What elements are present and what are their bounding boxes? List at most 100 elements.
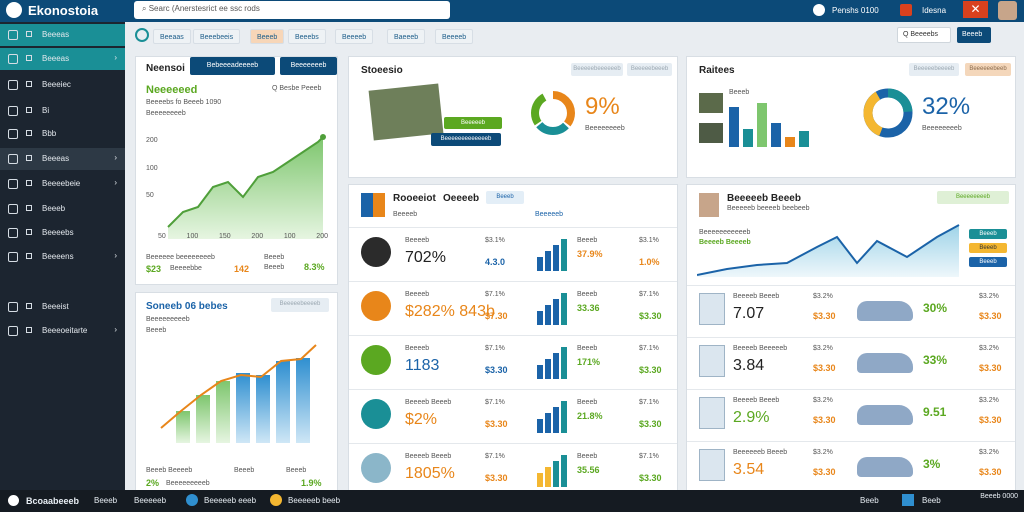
sidebar-item-6[interactable]: Beeeas › bbox=[0, 148, 125, 170]
car-image bbox=[857, 353, 913, 373]
note-1: Beeeebs fo Beeeb 1090 bbox=[146, 99, 222, 106]
search-icon: ⌕ bbox=[142, 4, 149, 13]
row-value: 3.54 bbox=[733, 461, 765, 478]
card6-button[interactable]: Beeeeeeeeb bbox=[937, 191, 1009, 204]
row-name: Beeeeb Beeeb bbox=[405, 399, 452, 406]
sidebar-item-5[interactable]: Bbb bbox=[0, 123, 125, 145]
tab-1[interactable]: Beeaas bbox=[153, 29, 191, 44]
taskbar-item-5[interactable]: Beeeeeb beeb bbox=[288, 496, 341, 505]
status-icon[interactable] bbox=[813, 4, 825, 18]
sidebar-item-3[interactable]: Beeeiec bbox=[0, 74, 125, 96]
filter-button[interactable]: Beeeb bbox=[957, 27, 991, 43]
browser-icon[interactable] bbox=[186, 494, 198, 506]
filter-search[interactable]: Q Beeeebs bbox=[897, 27, 951, 43]
search-input[interactable]: ⌕ Searc (Anerstesrict ee ssc rods bbox=[134, 1, 450, 19]
ratio-label: Beeeeeeeeb bbox=[922, 125, 962, 132]
document-image bbox=[368, 83, 444, 141]
card2-button[interactable]: Beeeeebeeeeb bbox=[271, 298, 329, 312]
home-icon[interactable] bbox=[135, 28, 149, 42]
taskbar-item-2[interactable]: Beeeb bbox=[94, 496, 118, 505]
row-right-value: $3.30 bbox=[639, 473, 662, 483]
app-icon[interactable] bbox=[900, 4, 912, 16]
card3-button-2[interactable]: Beeeeebeeeb bbox=[627, 63, 672, 76]
row-amount: $3.30 bbox=[485, 419, 508, 429]
row-icon bbox=[699, 397, 725, 429]
row-divider bbox=[349, 443, 677, 444]
sales-line-chart bbox=[167, 134, 326, 239]
windows-icon[interactable] bbox=[902, 494, 914, 506]
row-name: Beeeeb bbox=[405, 291, 430, 298]
row-small-right: $3.2% bbox=[979, 397, 999, 404]
growth-bar-chart bbox=[160, 344, 317, 443]
sidebar-item-2[interactable]: Beeeas › bbox=[0, 48, 125, 70]
top-status-text: Penshs 0100 bbox=[832, 6, 879, 15]
value-2: 142 bbox=[234, 264, 250, 274]
app-icon-2[interactable] bbox=[270, 494, 282, 506]
car-image bbox=[857, 405, 913, 425]
row-small: $3.2% bbox=[813, 397, 833, 404]
footer-label-1: Beeeb Beeeeb bbox=[146, 467, 193, 474]
row-small-right: $7.1% bbox=[639, 399, 659, 406]
stat-percent: 9% bbox=[585, 93, 620, 120]
sidebar-item-7[interactable]: Beeeebeie › bbox=[0, 173, 125, 195]
note-2: Beeeb bbox=[146, 327, 167, 334]
row-name: Beeeeb Beeeeeb bbox=[733, 345, 788, 352]
taskbar-item-3[interactable]: Beeeeeb bbox=[134, 496, 167, 505]
sidebar-item-12[interactable]: Beeeoeitarte › bbox=[0, 320, 125, 342]
sidebar-item-8[interactable]: Beeeb bbox=[0, 198, 125, 220]
thumbnail-1 bbox=[699, 93, 723, 113]
row-name: Beeeeb bbox=[405, 345, 430, 352]
tab-4[interactable]: Beeebs bbox=[288, 29, 326, 44]
tab-3[interactable]: Beeeb bbox=[250, 29, 285, 44]
row-bar-chart bbox=[537, 293, 567, 325]
row-percent: 9.51 bbox=[923, 405, 947, 419]
sidebar-item-4[interactable]: Bi bbox=[0, 100, 125, 122]
note-2: Beeeeeeeeb bbox=[146, 110, 186, 117]
label-green[interactable]: Beeeeeb bbox=[444, 117, 502, 129]
tray-text-2: Beeb bbox=[922, 496, 941, 505]
taskbar-item-1[interactable]: Bcoaabeeeb bbox=[26, 496, 80, 506]
row-divider bbox=[349, 335, 677, 336]
row-small: $7.1% bbox=[485, 399, 505, 406]
card4-button-2[interactable]: Beeeeeebeeb bbox=[965, 63, 1011, 76]
card4-button-1[interactable]: Beeeeebeeeeb bbox=[909, 63, 959, 76]
card-title: Stoeesio bbox=[361, 65, 403, 76]
value-2: 1.9% bbox=[301, 478, 322, 488]
card3-button-1[interactable]: Beeeeebeeeeeeb bbox=[571, 63, 623, 76]
row-right-value: 1.0% bbox=[639, 257, 660, 267]
label-blue[interactable]: Beeeeeeeeeeeeeb bbox=[431, 133, 501, 146]
close-button[interactable]: ✕ bbox=[963, 1, 988, 18]
tab-7[interactable]: Beeeeb bbox=[435, 29, 474, 44]
sidebar-item-1[interactable]: Beeeas bbox=[0, 24, 125, 46]
card-subtitle: Oeeeeb bbox=[443, 193, 480, 204]
card5-button[interactable]: Beeeb bbox=[486, 191, 524, 204]
app-logo[interactable]: Ekonostoia bbox=[6, 2, 98, 18]
row-bar-chart bbox=[537, 347, 567, 379]
logo-icon bbox=[6, 2, 22, 18]
footer-label-3: Beeeb bbox=[286, 467, 307, 474]
sidebar-item-9[interactable]: Beeeebs bbox=[0, 222, 125, 244]
card1-button-2[interactable]: Beeeeeeeb bbox=[280, 57, 337, 75]
row-small: $7.1% bbox=[485, 345, 505, 352]
value-1-label: Beeeeeeeeeb bbox=[166, 480, 210, 487]
taskbar-item-4[interactable]: Beeeeeb eeeb bbox=[204, 496, 257, 505]
row-small-right: $7.1% bbox=[639, 345, 659, 352]
row-divider bbox=[349, 227, 677, 228]
row-icon bbox=[361, 345, 391, 375]
card-title: Raitees bbox=[699, 65, 735, 76]
tab-2[interactable]: Beeebeeis bbox=[193, 29, 241, 44]
row-divider bbox=[687, 285, 1015, 286]
card1-button-1[interactable]: Bebeeeadeeeeb bbox=[190, 57, 275, 75]
legend-1: Beeeb bbox=[969, 229, 1007, 239]
start-icon[interactable] bbox=[8, 495, 19, 506]
avatar[interactable] bbox=[998, 1, 1017, 20]
footer-label-2: Beeeb bbox=[264, 254, 285, 261]
row-bar-chart bbox=[537, 401, 567, 433]
sidebar-item-10[interactable]: Beeeens › bbox=[0, 246, 125, 268]
sidebar-item-11[interactable]: Beeeist bbox=[0, 296, 125, 318]
row-small-right: $7.1% bbox=[639, 291, 659, 298]
row-small: $3.2% bbox=[813, 345, 833, 352]
tab-5[interactable]: Beeeeb bbox=[335, 29, 374, 44]
tab-6[interactable]: Baeeeb bbox=[387, 29, 426, 44]
taskbar: Bcoaabeeeb Beeeb Beeeeeb Beeeeeb eeeb Be… bbox=[0, 490, 1024, 512]
